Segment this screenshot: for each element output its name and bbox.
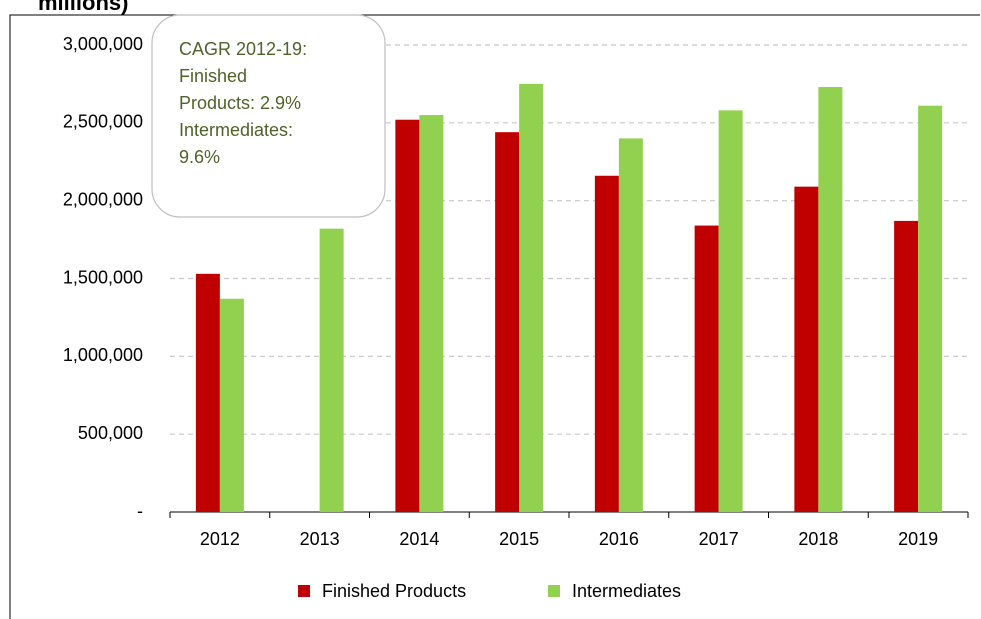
- y-tick-label: 1,000,000: [63, 345, 143, 365]
- bar: [495, 132, 520, 512]
- bar: [618, 138, 643, 512]
- y-tick-label: 1,500,000: [63, 267, 143, 287]
- legend-swatch: [298, 585, 310, 597]
- bar: [918, 105, 943, 513]
- legend-swatch: [548, 585, 560, 597]
- y-tick-label: 3,000,000: [63, 34, 143, 54]
- x-tick-label: 2018: [798, 529, 838, 549]
- bar: [694, 225, 719, 512]
- x-tick-label: 2019: [898, 529, 938, 549]
- annotation-box: [151, 14, 386, 218]
- y-tick-label: 500,000: [78, 423, 143, 443]
- bar: [519, 83, 544, 513]
- x-tick-label: 2015: [499, 529, 539, 549]
- bar: [219, 298, 244, 512]
- x-tick-label: 2016: [599, 529, 639, 549]
- annotation-line: Finished: [179, 66, 247, 86]
- x-tick-label: 2014: [399, 529, 439, 549]
- y-tick-label: 2,000,000: [63, 189, 143, 209]
- bar: [794, 186, 819, 512]
- bar: [818, 87, 843, 512]
- bar: [718, 110, 743, 512]
- legend-label: Intermediates: [572, 581, 681, 601]
- bar: [594, 175, 619, 512]
- y-tick-label: -: [137, 501, 143, 521]
- bar: [894, 220, 919, 513]
- legend-label: Finished Products: [322, 581, 466, 601]
- chart-title: millions): [38, 0, 128, 15]
- bar: [319, 228, 344, 513]
- annotation-line: Products: 2.9%: [179, 93, 301, 113]
- bar: [195, 273, 220, 512]
- bar: [395, 119, 420, 512]
- annotation-line: 9.6%: [179, 147, 220, 167]
- annotation: CAGR 2012-19: Finished Products: 2.9% Inter…: [151, 14, 386, 218]
- x-tick-label: 2013: [300, 529, 340, 549]
- bar: [419, 115, 444, 513]
- y-tick-label: 2,500,000: [63, 112, 143, 132]
- frame: [9, 14, 980, 619]
- annotation-line: CAGR 2012-19:: [179, 39, 307, 59]
- x-tick-label: 2017: [699, 529, 739, 549]
- annotation-line: Intermediates:: [179, 120, 293, 140]
- x-tick-label: 2012: [200, 529, 240, 549]
